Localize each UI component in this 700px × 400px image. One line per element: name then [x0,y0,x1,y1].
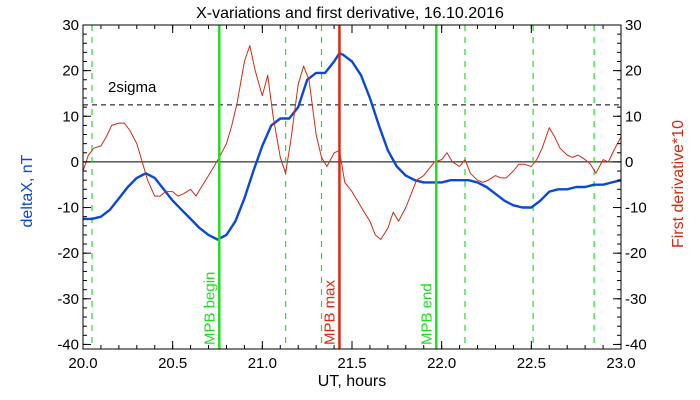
y-tick-label-right: 10 [625,108,642,125]
y-tick-label-left: -30 [57,291,79,308]
chart-title: X-variations and first derivative, 16.10… [196,5,504,22]
mpb-label: MPB max [321,279,338,345]
y-tick-label-left: 20 [62,63,79,80]
y-tick-label-left: 10 [62,108,79,125]
y-tick-label-left: 30 [62,17,79,34]
axis-ticks: 20.0 20.5 21.0 21.5 22.0 22.5 23.0 30 30 20 20 10 10… [57,17,646,372]
y-tick-label-right: -30 [625,291,647,308]
x-tick-label: 22.5 [517,355,546,372]
data-series [82,45,622,241]
x-tick-label: 22.0 [427,355,456,372]
series-line-derivative [82,45,622,240]
x-tick-label: 21.0 [248,355,277,372]
y-axis-right-title: First derivative*10 [670,120,687,248]
y-tick-label-right: 0 [625,154,633,171]
x-tick-label: 20.0 [68,355,97,372]
y-tick-label-left: 0 [71,154,79,171]
mpb-label: MPB end [418,283,435,345]
sigma-label: 2sigma [108,79,157,96]
x-tick-label: 20.5 [158,355,187,372]
reference-lines [83,25,621,349]
y-axis-left-title: deltaX, nT [19,154,36,227]
y-tick-label-left: -20 [57,245,79,262]
x-axis-title: UT, hours [318,373,386,390]
mpb-label: MPB begin [201,272,218,345]
plot-frame [82,24,622,350]
y-tick-label-left: -40 [57,336,79,353]
x-tick-label: 21.5 [337,355,366,372]
x-tick-label: 23.0 [606,355,635,372]
y-tick-label-left: -10 [57,200,79,217]
y-tick-label-right: -10 [625,200,647,217]
y-tick-label-right: -20 [625,245,647,262]
series-line-deltaX [83,52,622,241]
y-tick-label-right: -40 [625,336,647,353]
mpb-markers: MPB begin MPB max MPB end [201,25,438,349]
plot-frame-rect [82,24,622,350]
y-tick-label-right: 30 [625,17,642,34]
y-tick-label-right: 20 [625,63,642,80]
